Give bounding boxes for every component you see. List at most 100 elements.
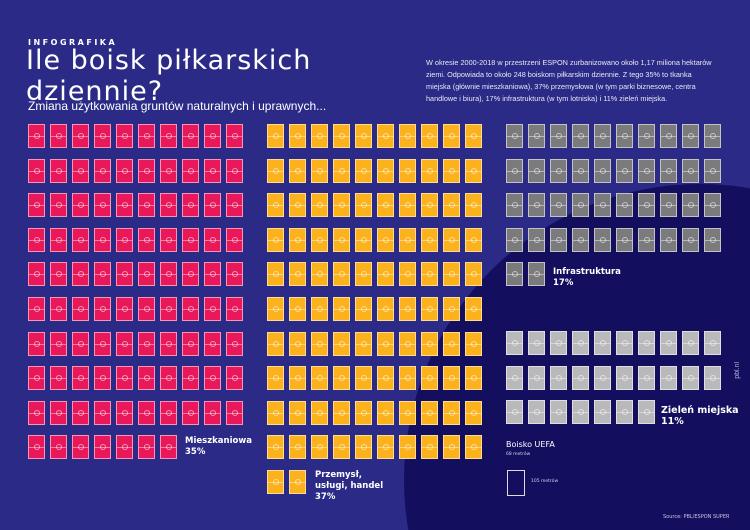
pitch-icon xyxy=(72,193,89,218)
pitch-icon xyxy=(355,435,372,460)
pitch-icon xyxy=(704,227,721,252)
pitch-icon xyxy=(572,193,589,218)
pitch-icon xyxy=(550,124,567,148)
description: W okresie 2000-2018 w przestrzeni ESPON … xyxy=(426,58,712,103)
pitch-icon xyxy=(138,400,155,425)
pitch-icon xyxy=(50,262,67,287)
pitch-icon xyxy=(638,400,655,425)
pitch-icon xyxy=(182,400,199,425)
pitch-icon xyxy=(506,193,523,218)
pitch-icon xyxy=(311,435,328,460)
pitch-icon xyxy=(399,227,416,252)
pitch-icon xyxy=(443,158,460,183)
pitch-icon xyxy=(204,193,221,218)
pitch-icon xyxy=(594,193,611,218)
pitch-icon xyxy=(267,158,284,183)
pitch-icon xyxy=(138,435,155,460)
pitch-icon xyxy=(333,158,350,183)
pitch-icon xyxy=(160,227,177,252)
pitch-icon xyxy=(267,297,284,321)
pitch-icon xyxy=(704,365,721,390)
pitch-icon xyxy=(204,331,221,356)
pitch-icon xyxy=(660,331,677,355)
pitch-icon xyxy=(138,297,155,321)
pitch-icon xyxy=(660,124,677,148)
pitch-icon xyxy=(72,262,89,287)
pitch-icon xyxy=(443,297,460,321)
pitch-icon xyxy=(311,331,328,356)
pitch-icon xyxy=(50,297,67,321)
pitch-icon xyxy=(550,331,567,355)
pitch-icon xyxy=(138,227,155,252)
pitch-icon xyxy=(116,435,133,460)
pitch-icon xyxy=(682,227,699,252)
pitch-icon xyxy=(267,470,284,494)
pitch-icon xyxy=(528,158,545,183)
pitch-icon xyxy=(28,400,45,425)
pitch-icon xyxy=(267,366,284,391)
pitch-icon xyxy=(377,366,394,391)
pitch-icon xyxy=(50,400,67,425)
pitch-icon xyxy=(50,193,67,218)
pitch-icon xyxy=(399,297,416,321)
pitch-icon xyxy=(311,400,328,425)
kicker: INFOGRAFIKA xyxy=(28,38,118,47)
pitch-icon xyxy=(465,158,482,183)
pitch-icon xyxy=(443,366,460,391)
pitch-icon xyxy=(267,227,284,252)
pitch-icon xyxy=(465,124,482,148)
pitch-icon xyxy=(355,400,372,425)
pitch-icon xyxy=(289,227,306,252)
pitch-icon xyxy=(289,158,306,183)
pitch-icon xyxy=(311,297,328,321)
pitch-icon xyxy=(594,331,611,355)
pitch-icon xyxy=(572,124,589,148)
pitch-icon xyxy=(443,262,460,287)
pitch-icon xyxy=(94,366,111,391)
pitch-icon xyxy=(160,331,177,356)
pitch-icon xyxy=(333,227,350,252)
pitch-icon xyxy=(160,262,177,287)
pitch-icon xyxy=(204,297,221,321)
pitch-icon xyxy=(267,331,284,356)
pitch-icon xyxy=(616,365,633,390)
pitch-icon xyxy=(550,193,567,218)
pitch-icon xyxy=(421,124,438,148)
pitch-icon xyxy=(94,435,111,460)
pitch-icon xyxy=(399,193,416,218)
pitch-icon xyxy=(333,124,350,148)
pitch-icon xyxy=(421,193,438,218)
pitch-icon xyxy=(616,331,633,355)
pitch-icon xyxy=(506,400,523,425)
pitch-icon xyxy=(226,124,243,148)
pitch-icon xyxy=(138,158,155,183)
pitch-icon xyxy=(311,227,328,252)
pitch-icon xyxy=(289,366,306,391)
pitch-icon xyxy=(160,297,177,321)
pitch-icon xyxy=(465,262,482,287)
pitch-icon xyxy=(116,366,133,391)
pitch-icon xyxy=(333,193,350,218)
pitch-icon xyxy=(421,331,438,356)
pitch-icon xyxy=(638,158,655,183)
pitch-icon xyxy=(377,262,394,287)
pitch-icon xyxy=(377,297,394,321)
pitch-icon xyxy=(72,331,89,356)
pitch-icon xyxy=(116,262,133,287)
pitch-icon xyxy=(377,193,394,218)
pitch-icon xyxy=(94,297,111,321)
pitch-icon xyxy=(355,366,372,391)
pitch-icon xyxy=(116,227,133,252)
pitch-icon xyxy=(355,158,372,183)
pitch-icon xyxy=(682,193,699,218)
pitch-icon xyxy=(572,400,589,425)
pitch-icon xyxy=(289,400,306,425)
legend-length: 105 metrów xyxy=(531,479,559,484)
pitch-icon xyxy=(267,193,284,218)
pitch-icon xyxy=(594,158,611,183)
pitch-icon xyxy=(72,400,89,425)
group-name: Zieleń miejska xyxy=(661,405,739,416)
pitch-icon xyxy=(267,400,284,425)
pitch-icon xyxy=(682,124,699,148)
pitch-icon xyxy=(138,193,155,218)
